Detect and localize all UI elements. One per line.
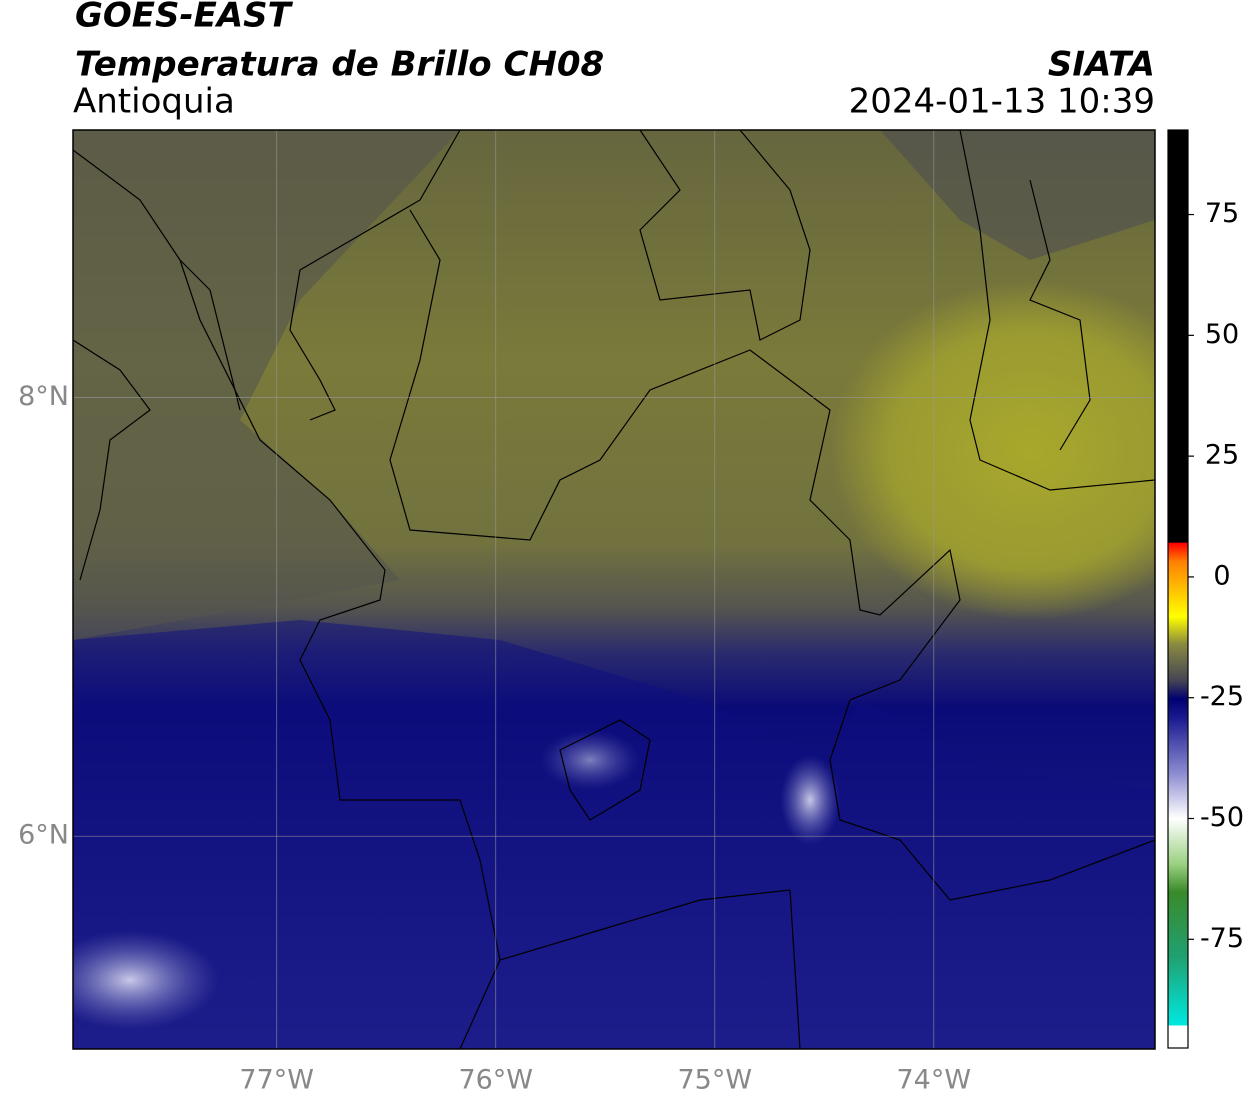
colorbar-tick-label: -25 — [1200, 681, 1244, 712]
map-field — [73, 130, 460, 640]
source: SIATA — [1048, 45, 1155, 85]
colorbar-tick-label: -75 — [1200, 923, 1244, 954]
colorbar-tick-label: 75 — [1205, 198, 1239, 229]
map-field — [73, 620, 1155, 1049]
colorbar-tick-label: -50 — [1200, 802, 1244, 833]
x-tick-label: 76°W — [458, 1065, 533, 1096]
x-tick-label: 74°W — [897, 1065, 972, 1096]
map-field — [780, 755, 840, 845]
map-frame — [72, 129, 1156, 1050]
map-field — [540, 730, 640, 790]
colorbar-tick-label: 0 — [1213, 560, 1230, 591]
colorbar-tick-label: 25 — [1205, 440, 1239, 471]
title: Temperatura de Brillo CH08 — [75, 45, 604, 85]
region: Antioquia — [73, 82, 235, 122]
y-tick-label: 8°N — [18, 381, 69, 412]
x-tick-label: 75°W — [677, 1065, 752, 1096]
map-field — [830, 280, 1155, 620]
x-tick-label: 77°W — [239, 1065, 314, 1096]
colorbar — [1167, 129, 1189, 1049]
datetime: 2024-01-13 10:39 — [849, 82, 1155, 122]
map-field — [880, 130, 1155, 260]
map-field — [73, 930, 220, 1030]
borders — [73, 130, 1155, 1049]
colorbar-tick-label: 50 — [1205, 319, 1239, 350]
y-tick-label: 6°N — [18, 820, 69, 851]
grid — [73, 130, 1155, 1049]
map — [73, 130, 1155, 1049]
header-line: GOES-EAST — [75, 0, 294, 36]
